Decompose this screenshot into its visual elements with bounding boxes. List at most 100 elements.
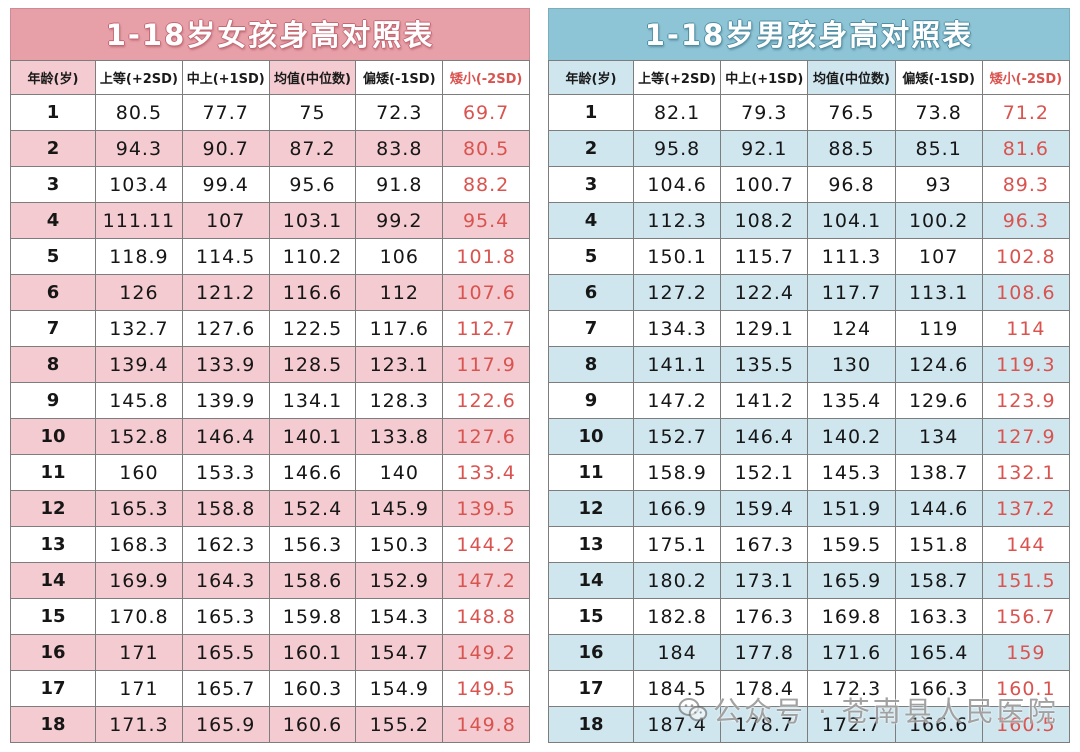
plus-2sd-cell: 111.11: [95, 202, 183, 239]
plus-2sd-cell: 152.8: [95, 418, 183, 455]
median-cell: 95.6: [268, 166, 357, 203]
minus-2sd-cell: 132.1: [981, 454, 1071, 491]
plus-2sd-cell: 152.7: [632, 418, 722, 455]
plus-2sd-cell: 141.1: [632, 346, 722, 383]
age-cell: 15: [548, 598, 634, 635]
median-cell: 152.4: [268, 490, 357, 527]
age-cell: 12: [10, 490, 96, 527]
minus-2sd-cell: 127.6: [442, 418, 530, 455]
plus-1sd-cell: 121.2: [181, 274, 270, 311]
median-cell: 140.1: [268, 418, 357, 455]
table-row: 12 166.9 159.4 151.9 144.6 137.2: [548, 490, 1071, 527]
plus-2sd-cell: 118.9: [95, 238, 183, 275]
median-cell: 111.3: [807, 238, 896, 275]
minus-1sd-cell: 166.6: [894, 706, 983, 743]
table-row: 3 103.4 99.4 95.6 91.8 88.2: [10, 166, 530, 203]
plus-2sd-cell: 180.2: [632, 562, 722, 599]
minus-2sd-cell: 127.9: [981, 418, 1071, 455]
minus-1sd-cell: 113.1: [894, 274, 983, 311]
minus-1sd-cell: 124.6: [894, 346, 983, 383]
median-cell: 75: [268, 94, 357, 131]
minus-2sd-cell: 117.9: [442, 346, 530, 383]
plus-2sd-cell: 112.3: [632, 202, 722, 239]
plus-2sd-cell: 95.8: [632, 130, 722, 167]
table-row: 4 111.11 107 103.1 99.2 95.4: [10, 202, 530, 239]
minus-2sd-cell: 122.6: [442, 382, 530, 419]
minus-1sd-cell: 107: [894, 238, 983, 275]
age-cell: 9: [10, 382, 96, 419]
age-cell: 18: [548, 706, 634, 743]
plus-1sd-cell: 139.9: [181, 382, 270, 419]
column-header-age: 年龄(岁): [10, 60, 96, 95]
plus-1sd-cell: 146.4: [720, 418, 809, 455]
plus-1sd-cell: 90.7: [181, 130, 270, 167]
minus-1sd-cell: 150.3: [355, 526, 444, 563]
minus-1sd-cell: 83.8: [355, 130, 444, 167]
age-cell: 3: [548, 166, 634, 203]
plus-2sd-cell: 94.3: [95, 130, 183, 167]
plus-2sd-cell: 139.4: [95, 346, 183, 383]
plus-2sd-cell: 103.4: [95, 166, 183, 203]
minus-2sd-cell: 112.7: [442, 310, 530, 347]
plus-2sd-cell: 175.1: [632, 526, 722, 563]
plus-1sd-cell: 165.9: [181, 706, 270, 743]
age-cell: 2: [548, 130, 634, 167]
boys-height-table: 年龄(岁) 上等(+2SD) 中上(+1SD) 均值(中位数) 偏矮(-1SD) 矮小(-…: [548, 60, 1071, 743]
minus-1sd-cell: 72.3: [355, 94, 444, 131]
table-row: 14 169.9 164.3 158.6 152.9 147.2: [10, 562, 530, 599]
plus-1sd-cell: 135.5: [720, 346, 809, 383]
column-header-plus-2sd: 上等(+2SD): [95, 60, 183, 95]
age-cell: 5: [548, 238, 634, 275]
table-body: 1 80.5 77.7 75 72.3 69.7 2 94.3 90.7 87.2 83.8 80.5…: [10, 94, 530, 743]
minus-1sd-cell: 154.7: [355, 634, 444, 671]
median-cell: 122.5: [268, 310, 357, 347]
plus-1sd-cell: 178.7: [720, 706, 809, 743]
minus-2sd-cell: 160.5: [981, 706, 1071, 743]
table-row: 11 158.9 152.1 145.3 138.7 132.1: [548, 454, 1071, 491]
minus-2sd-cell: 137.2: [981, 490, 1071, 527]
table-row: 8 141.1 135.5 130 124.6 119.3: [548, 346, 1071, 383]
minus-1sd-cell: 73.8: [894, 94, 983, 131]
minus-2sd-cell: 144.2: [442, 526, 530, 563]
minus-1sd-cell: 93: [894, 166, 983, 203]
minus-1sd-cell: 133.8: [355, 418, 444, 455]
age-cell: 15: [10, 598, 96, 635]
plus-1sd-cell: 108.2: [720, 202, 809, 239]
median-cell: 159.8: [268, 598, 357, 635]
minus-2sd-cell: 81.6: [981, 130, 1071, 167]
median-cell: 160.3: [268, 670, 357, 707]
boys-table-title: 1-18岁男孩身高对照表: [548, 8, 1070, 60]
age-cell: 14: [10, 562, 96, 599]
minus-1sd-cell: 158.7: [894, 562, 983, 599]
plus-1sd-cell: 107: [181, 202, 270, 239]
median-cell: 128.5: [268, 346, 357, 383]
minus-1sd-cell: 117.6: [355, 310, 444, 347]
minus-1sd-cell: 123.1: [355, 346, 444, 383]
column-header-plus-2sd: 上等(+2SD): [632, 60, 722, 95]
plus-1sd-cell: 127.6: [181, 310, 270, 347]
table-row: 7 134.3 129.1 124 119 114: [548, 310, 1071, 347]
table-row: 3 104.6 100.7 96.8 93 89.3: [548, 166, 1071, 203]
age-cell: 17: [548, 670, 634, 707]
plus-2sd-cell: 182.8: [632, 598, 722, 635]
median-cell: 158.6: [268, 562, 357, 599]
age-cell: 3: [10, 166, 96, 203]
plus-1sd-cell: 164.3: [181, 562, 270, 599]
median-cell: 156.3: [268, 526, 357, 563]
minus-2sd-cell: 133.4: [442, 454, 530, 491]
median-cell: 172.3: [807, 670, 896, 707]
table-row: 13 175.1 167.3 159.5 151.8 144: [548, 526, 1071, 563]
age-cell: 13: [10, 526, 96, 563]
table-row: 5 118.9 114.5 110.2 106 101.8: [10, 238, 530, 275]
plus-2sd-cell: 147.2: [632, 382, 722, 419]
plus-1sd-cell: 173.1: [720, 562, 809, 599]
table-row: 16 184 177.8 171.6 165.4 159: [548, 634, 1071, 671]
age-cell: 7: [10, 310, 96, 347]
age-cell: 10: [10, 418, 96, 455]
plus-2sd-cell: 171: [95, 634, 183, 671]
age-cell: 5: [10, 238, 96, 275]
minus-2sd-cell: 156.7: [981, 598, 1071, 635]
minus-1sd-cell: 155.2: [355, 706, 444, 743]
age-cell: 6: [10, 274, 96, 311]
median-cell: 110.2: [268, 238, 357, 275]
